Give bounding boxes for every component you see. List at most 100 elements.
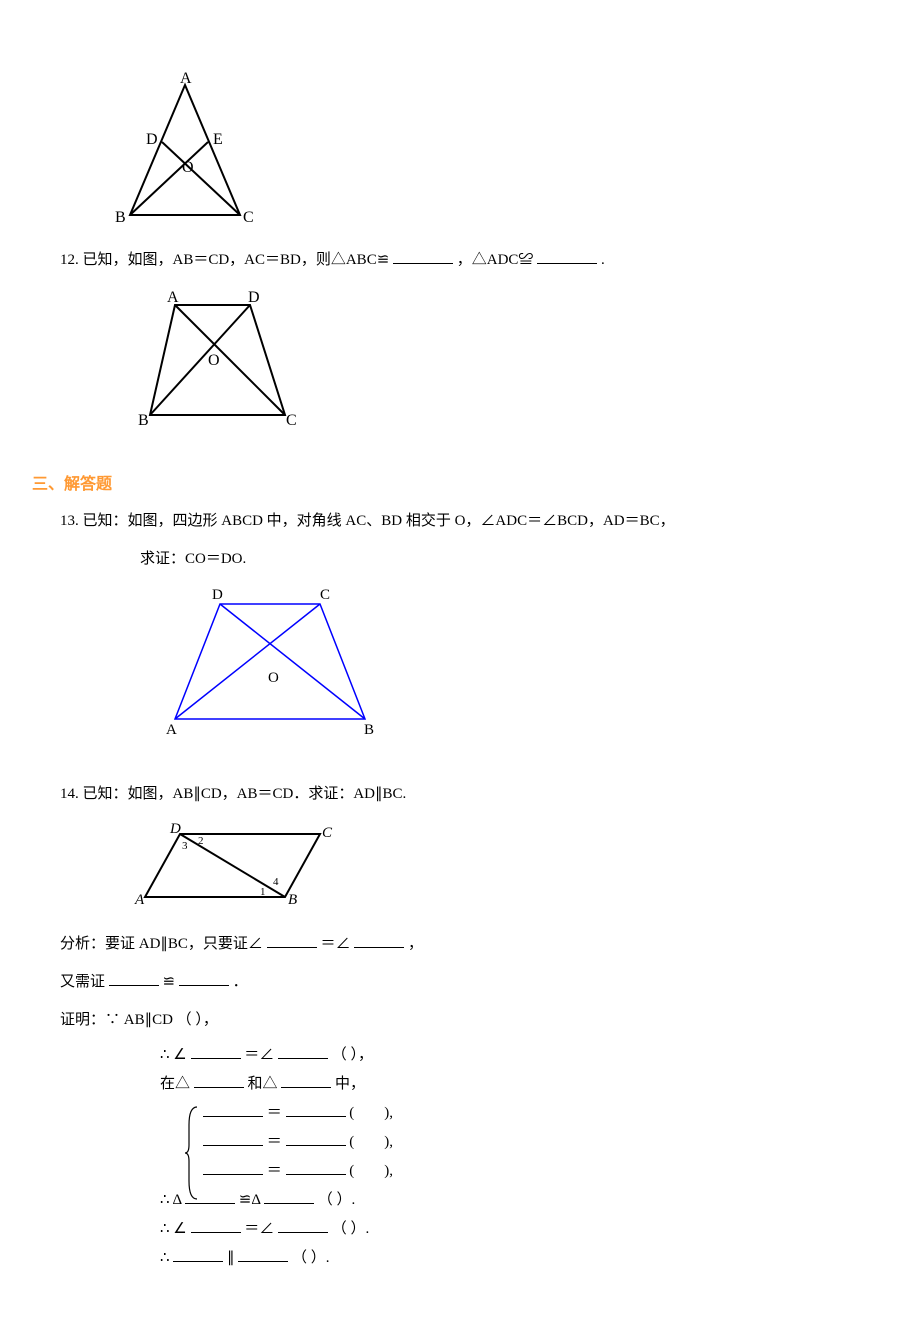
- fig14-label-b: B: [288, 892, 297, 908]
- fig12-label-b: B: [138, 412, 149, 429]
- q14-s3b: ≌Δ: [239, 1192, 264, 1208]
- q14-need-c: ．: [233, 974, 248, 990]
- q14-b-s2a: [194, 1072, 244, 1088]
- figure-q12: A D O B C: [130, 285, 860, 440]
- fig11-label-a: A: [180, 70, 192, 87]
- q14-s5b: ∥: [227, 1250, 235, 1266]
- q12-text-c: .: [601, 252, 605, 268]
- fig11-label-b: B: [115, 209, 126, 226]
- fig12-svg: A D O B C: [130, 285, 310, 435]
- q14-blank-n1: [109, 970, 159, 986]
- fig12-label-d: D: [248, 289, 260, 306]
- q14-br1-eq: ＝: [267, 1105, 282, 1121]
- q13-text1: 已知：如图，四边形 ABCD 中，对角线 AC、BD 相交于 O，∠ADC＝∠B…: [83, 513, 675, 529]
- q14-step5: ∴ ∥ （ ）.: [160, 1246, 860, 1267]
- q14-br3-eq: ＝: [267, 1163, 282, 1179]
- q14-b-s5a: [173, 1246, 223, 1262]
- q14-b-s5b: [238, 1246, 288, 1262]
- q14-br2-b2: [286, 1130, 346, 1146]
- fig12-label-a: A: [167, 289, 179, 306]
- q14-brace-row3: ＝ ( ),: [203, 1159, 860, 1180]
- fig14-svg: D C A B 2 3 4 1: [130, 819, 340, 914]
- fig14-a1: 1: [260, 886, 266, 898]
- section-3-heading: 三、解答题: [32, 470, 860, 494]
- q14-b-s4b: [278, 1217, 328, 1233]
- q14-proof-start: 证明：∵ AB∥CD （ ），: [60, 1005, 860, 1035]
- q14-blank-n2: [179, 970, 229, 986]
- fig13-svg: D C O A B: [150, 584, 390, 744]
- q13-line1: 13. 已知：如图，四边形 ABCD 中，对角线 AC、BD 相交于 O，∠AD…: [60, 506, 860, 536]
- q14-need-a: 又需证: [60, 974, 105, 990]
- q14-blank-a2: [354, 932, 404, 948]
- q14-s1c: （ ），: [332, 1047, 373, 1063]
- fig11-label-o: O: [182, 159, 194, 176]
- brace-svg: [185, 1105, 201, 1201]
- q14-b-s1a: [191, 1043, 241, 1059]
- q12-text-a: 已知，如图，AB＝CD，AC＝BD，则△ABC≌: [83, 252, 390, 268]
- q14-s4c: （ ）.: [332, 1221, 370, 1237]
- fig14-label-a: A: [134, 892, 145, 908]
- fig13-label-a: A: [166, 722, 177, 738]
- fig13-label-d: D: [212, 587, 223, 603]
- fig13-label-o: O: [268, 670, 279, 686]
- q14-b-s1b: [278, 1043, 328, 1059]
- fig14-a3: 3: [182, 840, 188, 852]
- fig11-label-c: C: [243, 209, 254, 226]
- q14-need-b: ≌: [163, 974, 176, 990]
- q14-analysis-b: ＝∠: [320, 936, 350, 952]
- q12-text-b: ，△ADC≌: [457, 252, 537, 268]
- q14-step1: ∴ ∠ ＝∠ （ ），: [160, 1043, 860, 1064]
- q14-step2: 在△ 和△ 中，: [160, 1072, 860, 1093]
- q13-num: 13.: [60, 513, 83, 529]
- fig14-a2: 2: [198, 835, 204, 847]
- q14-brace-block: ＝ ( ), ＝ ( ), ＝ ( ),: [185, 1101, 860, 1180]
- q14-br3-p: ( ),: [349, 1163, 393, 1179]
- fig11-label-d: D: [146, 131, 158, 148]
- q14-br2-p: ( ),: [349, 1134, 393, 1150]
- q14-b-s4a: [191, 1217, 241, 1233]
- figure-q11: A D E O B C: [100, 70, 860, 235]
- q14-s2a: 在△: [160, 1076, 190, 1092]
- fig14-a4: 4: [273, 876, 279, 888]
- q14-br1-p: ( ),: [349, 1105, 393, 1121]
- q14-s2c: 中，: [335, 1076, 365, 1092]
- fig14-label-d: D: [169, 821, 181, 837]
- q14-line1: 14. 已知：如图，AB∥CD，AB＝CD．求证：AD∥BC.: [60, 779, 860, 809]
- fig14-label-c: C: [322, 825, 333, 841]
- q14-br3-b2: [286, 1159, 346, 1175]
- q14-num: 14.: [60, 786, 83, 802]
- q14-br3-b1: [203, 1159, 263, 1175]
- q14-step3: ∴ Δ ≌Δ （ ）.: [160, 1188, 860, 1209]
- figure-q13: D C O A B: [150, 584, 860, 749]
- q14-br1-b1: [203, 1101, 263, 1117]
- fig12-label-c: C: [286, 412, 297, 429]
- q14-b-s2b: [281, 1072, 331, 1088]
- q14-br2-eq: ＝: [267, 1134, 282, 1150]
- q14-analysis-a: 分析：要证 AD∥BC，只要证∠: [60, 936, 263, 952]
- q12-blank-1: [393, 248, 453, 264]
- q14-blank-a1: [267, 932, 317, 948]
- fig13-label-b: B: [364, 722, 374, 738]
- fig13-label-c: C: [320, 587, 330, 603]
- q14-s3c: （ ）.: [318, 1192, 356, 1208]
- q14-br1-b2: [286, 1101, 346, 1117]
- q12-blank-2: [537, 248, 597, 264]
- q14-brace-row2: ＝ ( ),: [203, 1130, 860, 1151]
- q14-s1b: ＝∠: [244, 1047, 274, 1063]
- q14-analysis-c: ，: [408, 936, 423, 952]
- q12-num: 12.: [60, 252, 83, 268]
- q14-brace-row1: ＝ ( ),: [203, 1101, 860, 1122]
- q14-step4: ∴ ∠ ＝∠ （ ）.: [160, 1217, 860, 1238]
- fig11-label-e: E: [213, 131, 223, 148]
- q14-need: 又需证 ≌ ．: [60, 967, 860, 997]
- q14-s5a: ∴: [160, 1250, 173, 1266]
- q14-s3a: ∴ Δ: [160, 1192, 185, 1208]
- q14-s4a: ∴ ∠: [160, 1221, 187, 1237]
- q13-line2: 求证：CO＝DO.: [140, 544, 860, 574]
- q14-s5c: （ ）.: [292, 1250, 330, 1266]
- q14-text1: 已知：如图，AB∥CD，AB＝CD．求证：AD∥BC.: [83, 786, 407, 802]
- fig11-svg: A D E O B C: [100, 70, 270, 230]
- q14-b-s3b: [264, 1188, 314, 1204]
- figure-q14: D C A B 2 3 4 1: [130, 819, 860, 919]
- q14-br2-b1: [203, 1130, 263, 1146]
